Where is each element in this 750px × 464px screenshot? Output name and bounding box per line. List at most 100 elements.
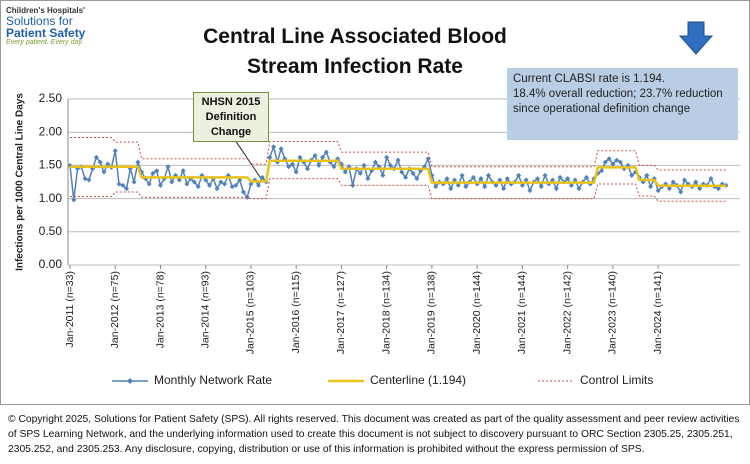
- x-tick-label: Jan-2015 (n=103): [245, 271, 257, 354]
- annotation: NHSN 2015 Definition Change: [193, 92, 269, 142]
- footer: © Copyright 2025, Solutions for Patient …: [8, 414, 740, 455]
- rate-marker: [331, 164, 337, 170]
- rate-marker: [233, 182, 239, 188]
- x-tick-label: Jan-2021 (n=144): [516, 271, 528, 354]
- rate-marker: [534, 176, 540, 182]
- rate-marker: [380, 172, 386, 178]
- info-line: 18.4% overall reduction; 23.7% reduction…: [513, 88, 723, 115]
- rate-marker: [297, 154, 303, 160]
- rate-marker: [195, 184, 201, 190]
- rate-marker: [395, 157, 401, 163]
- legend-label: Centerline (1.194): [370, 373, 466, 387]
- rate-marker: [203, 177, 209, 183]
- rate-marker: [237, 177, 243, 183]
- logo-line: Children's Hospitals': [6, 6, 85, 15]
- logo-line: Solutions for: [6, 14, 73, 28]
- rate-marker: [116, 181, 122, 187]
- rate-marker: [414, 176, 420, 182]
- x-tick-label: Jan-2023 (n=140): [607, 271, 619, 354]
- rate-marker: [244, 194, 250, 200]
- x-tick-label: Jan-2016 (n=115): [290, 271, 302, 353]
- rate-marker: [124, 186, 130, 192]
- rate-marker: [444, 176, 450, 182]
- rate-marker: [384, 154, 390, 160]
- centerline: [70, 159, 726, 187]
- rate-marker: [553, 186, 559, 192]
- rate-marker: [176, 177, 182, 183]
- rate-marker: [278, 146, 284, 152]
- rate-marker: [568, 182, 574, 188]
- rate-marker: [670, 179, 676, 185]
- rate-marker: [214, 186, 220, 192]
- rate-marker: [493, 182, 499, 188]
- rate-marker: [165, 164, 171, 170]
- y-tick-label: 0.00: [39, 257, 63, 271]
- x-tick-label: Jan-2019 (n=138): [426, 271, 438, 354]
- rate-marker: [97, 159, 103, 165]
- rate-marker: [101, 169, 107, 175]
- rate-marker: [470, 174, 476, 180]
- rate-marker: [387, 162, 393, 168]
- rate-marker: [222, 181, 228, 187]
- rate-marker: [606, 156, 612, 162]
- rate-marker: [455, 182, 461, 188]
- rate-marker: [557, 174, 563, 180]
- rate-marker: [267, 154, 273, 160]
- rate-marker: [82, 176, 88, 182]
- y-tick-label: 2.00: [39, 124, 63, 138]
- legend-marker: [127, 378, 133, 384]
- rate-marker: [504, 176, 510, 182]
- rate-marker: [610, 161, 616, 167]
- down-arrow-icon: [678, 21, 714, 55]
- rate-marker: [516, 172, 522, 178]
- rate-marker: [519, 182, 525, 188]
- y-tick-label: 1.00: [39, 191, 63, 205]
- rate-marker: [565, 176, 571, 182]
- rate-marker: [399, 169, 405, 175]
- rate-marker: [497, 177, 503, 183]
- rate-marker: [157, 182, 163, 188]
- rate-marker: [218, 179, 224, 185]
- rate-marker: [365, 176, 371, 182]
- rate-marker: [286, 164, 292, 170]
- rate-marker: [154, 168, 160, 174]
- control-limit-line: [70, 137, 726, 171]
- rate-marker: [572, 177, 578, 183]
- rate-marker: [312, 152, 318, 158]
- rate-marker: [372, 159, 378, 165]
- rate-marker: [184, 181, 190, 187]
- rate-marker: [169, 179, 175, 185]
- info-line: Current CLABSI rate is 1.194.: [513, 73, 666, 85]
- rate-marker: [357, 170, 363, 176]
- rate-marker: [602, 159, 608, 165]
- rate-marker: [71, 197, 77, 203]
- rate-marker: [259, 174, 265, 180]
- rate-marker: [191, 179, 197, 185]
- rate-marker: [180, 168, 186, 174]
- rate-marker: [708, 176, 714, 182]
- rate-marker: [131, 179, 137, 185]
- rate-marker: [478, 176, 484, 182]
- x-tick-label: Jan-2013 (n=78): [154, 271, 166, 348]
- rate-marker: [644, 172, 650, 178]
- rate-marker: [693, 179, 699, 185]
- rate-marker: [550, 177, 556, 183]
- logo-line: Patient Safety: [6, 26, 86, 40]
- y-axis-title: Infections per 1000 Central Line Days: [15, 93, 26, 271]
- legend-label: Monthly Network Rate: [154, 373, 272, 387]
- rate-marker: [538, 184, 544, 190]
- x-tick-label: Jan-2014 (n=93): [200, 271, 212, 348]
- rate-marker: [112, 148, 118, 154]
- rate-marker: [482, 184, 488, 190]
- rate-marker: [542, 172, 548, 178]
- x-tick-label: Jan-2011 (n=33): [64, 271, 76, 348]
- control-limit-line: [70, 178, 726, 202]
- rate-marker: [320, 154, 326, 160]
- x-tick-label: Jan-2012 (n=75): [109, 271, 121, 348]
- legend-label: Control Limits: [580, 373, 653, 387]
- rate-marker: [316, 162, 322, 168]
- rate-marker: [403, 174, 409, 180]
- rate-marker: [135, 159, 141, 165]
- y-tick-label: 0.50: [39, 224, 63, 238]
